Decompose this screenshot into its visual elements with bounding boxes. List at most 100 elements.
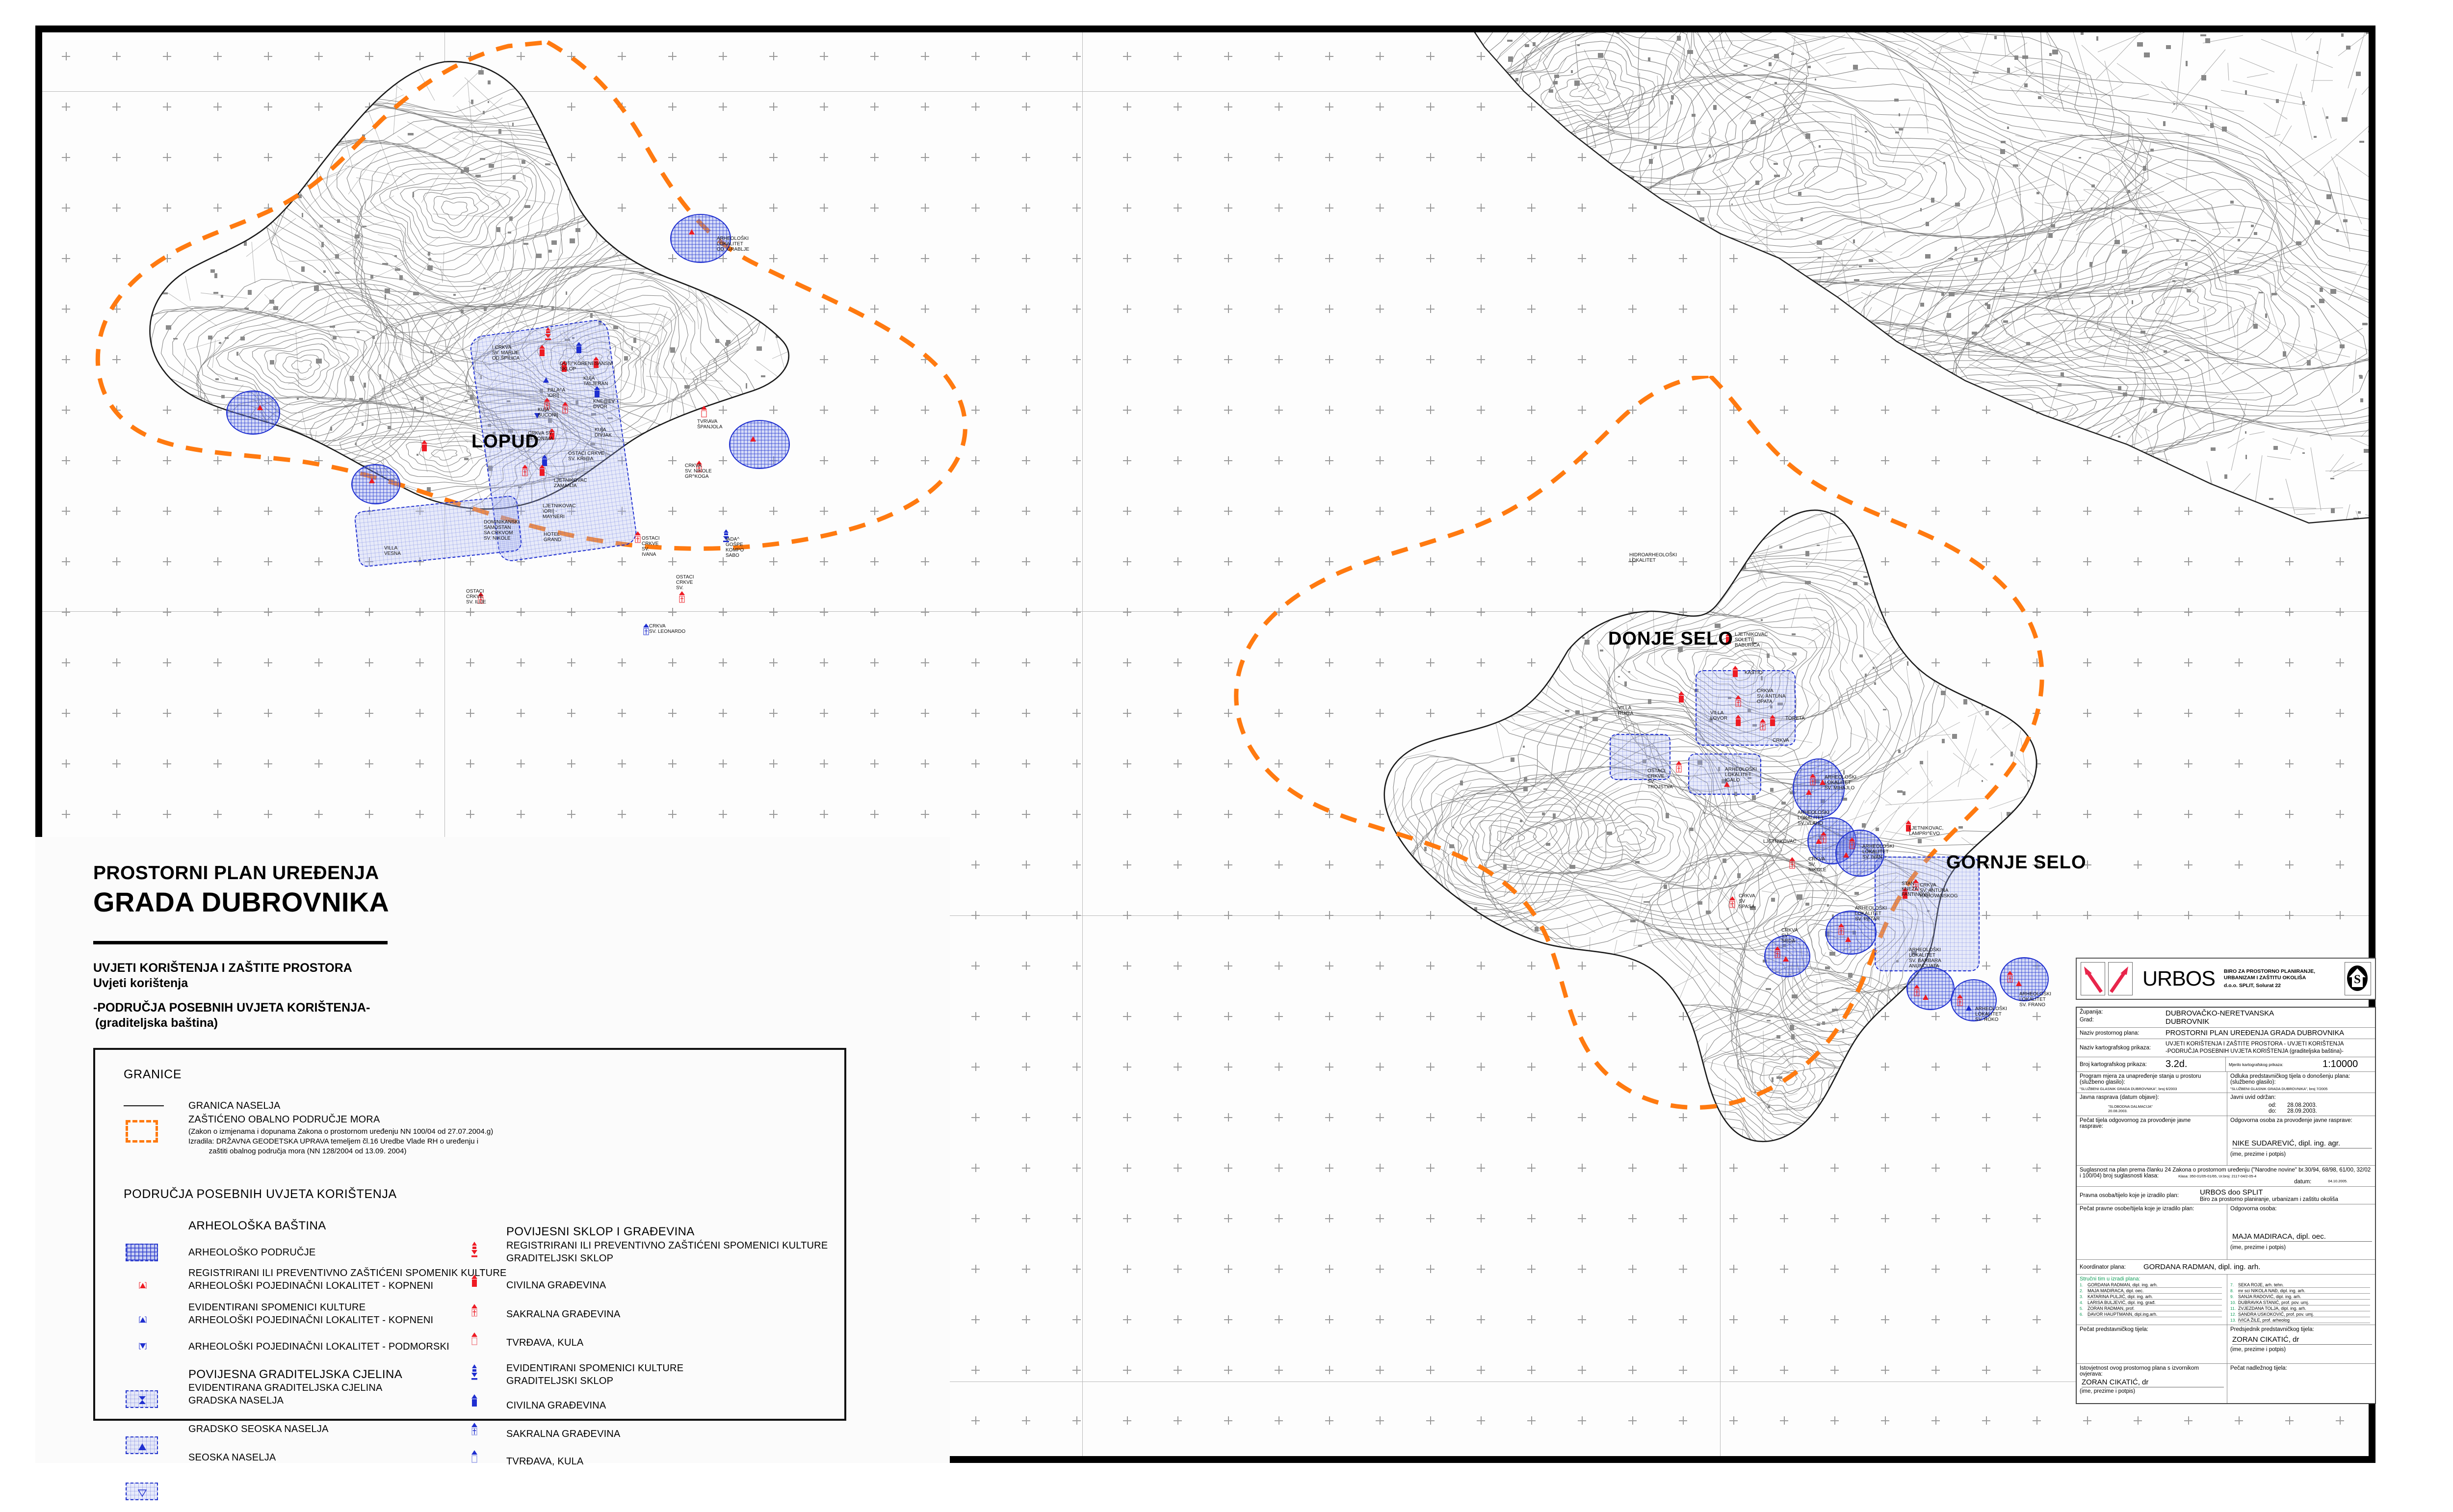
- map-symbol-sacral[interactable]: [476, 592, 485, 607]
- map-feature-label: CRKVA SV. JERONIMA: [528, 431, 553, 442]
- legend-arheoloski-lokalitet-podmorski: ARHEOLOŠKI POJEDINAČNI LOKALITET - PODMO…: [188, 1341, 449, 1352]
- table-row: Pravna osoba/tijelo koje je izradilo pla…: [2077, 1187, 2375, 1204]
- team-member-number: 11.: [2230, 1306, 2236, 1311]
- map-symbol-tri[interactable]: [1921, 993, 1930, 1004]
- team-member-row: 10. DUBRAVKA STANIĆ, prof. pov. umj.: [2230, 1300, 2372, 1305]
- map-symbol-tri[interactable]: [749, 435, 757, 446]
- map-symbol-civil[interactable]: [1904, 820, 1913, 835]
- map-symbol-tri[interactable]: [1842, 851, 1851, 862]
- map-canvas[interactable]: ARHEOLOŠKI LOKALITET OD. GRABLJE GOTI^KOR…: [42, 32, 2369, 1456]
- team-member-row: 5. ZORAN RADMAN, prof.: [2080, 1306, 2224, 1311]
- map-feature-label: \ADA^ GOŠPE KOMPO SABO: [726, 537, 744, 558]
- map-symbol-civil[interactable]: [1731, 665, 1740, 680]
- map-symbol-civil[interactable]: [540, 454, 549, 469]
- map-feature-label: I CRKVA SV. MARIJE OD ŠPILICA: [492, 345, 520, 361]
- map-symbol-civil[interactable]: [538, 464, 547, 479]
- map-symbol-tri[interactable]: [1818, 778, 1827, 789]
- settlement-area-donje-selo-west: [1610, 734, 1670, 780]
- swatch-registered-sacral-building: [469, 1303, 480, 1320]
- map-symbol-civil[interactable]: [538, 344, 547, 360]
- map-symbol-sacral[interactable]: [1848, 837, 1856, 852]
- map-symbol-civil[interactable]: [1724, 632, 1733, 647]
- map-symbol-civil[interactable]: [592, 356, 600, 371]
- swatch-recorded-sacral-building: [469, 1422, 480, 1439]
- map-symbol-civil[interactable]: [1901, 887, 1909, 902]
- map-symbol-sacral[interactable]: [1819, 831, 1828, 846]
- map-symbol-civil[interactable]: [593, 386, 601, 401]
- table-row: Program mjera za unapređenje stanja u pr…: [2077, 1072, 2375, 1093]
- map-symbol-sacral[interactable]: [1912, 984, 1921, 999]
- map-symbol-fort[interactable]: [700, 405, 708, 420]
- map-symbol-civil[interactable]: [548, 428, 556, 443]
- pecat-predstavnickog-label: Pečat predstavničkog tijela:: [2080, 1327, 2148, 1332]
- map-symbol-civil[interactable]: [1734, 714, 1743, 730]
- map-symbol-sacral[interactable]: [1773, 946, 1782, 961]
- map-symbol-sacral[interactable]: [1728, 896, 1737, 911]
- map-symbol-sacral[interactable]: [2006, 970, 2014, 986]
- map-symbol-triDown[interactable]: [533, 411, 542, 422]
- map-feature-label: CRKVA SV SPASA: [1739, 893, 1755, 910]
- map-symbol-sacral[interactable]: [1674, 760, 1683, 776]
- legend-section-povijesni-sklop: POVIJESNI SKLOP I GRAĐEVINA: [506, 1225, 695, 1238]
- map-symbol-sacral[interactable]: [1911, 879, 1920, 894]
- suglasnost-klasa: Klasa: 350-01/05-01/65, Ur.broj: 2117-04…: [2178, 1174, 2257, 1178]
- map-symbol-sacral[interactable]: [678, 591, 686, 606]
- team-member-name: SANDRA USKOKOVIĆ, prof. pov. umj.: [2238, 1312, 2370, 1317]
- potpis-note-4: (ime, prezime i potpis): [2080, 1388, 2136, 1394]
- map-symbol-complex[interactable]: [722, 529, 731, 546]
- plan-title-line-1: PROSTORNI PLAN UREĐENJA: [93, 862, 379, 884]
- team-member-number: 12.: [2230, 1312, 2236, 1317]
- team-member-row: 13. IVICA ŽILE, prof. arheolog: [2230, 1318, 2372, 1323]
- urbos-logo-bar: URBOS BIRO ZA PROSTORNO PLANIRANJE, URBA…: [2076, 958, 2376, 1000]
- map-symbol-civil[interactable]: [1768, 714, 1777, 730]
- map-symbol-civil[interactable]: [574, 341, 583, 357]
- map-symbol-tri[interactable]: [2014, 979, 2023, 991]
- suglasnost-datum-label: datum:: [2294, 1179, 2312, 1185]
- legend-registrirani-spomenici-header-r: REGISTRIRANI ILI PREVENTIVNO ZAŠTIĆENI S…: [506, 1240, 828, 1251]
- map-symbol-sacral[interactable]: [642, 623, 651, 638]
- legend-gradsko-seoska-naselja: GRADSKO SEOSKA NASELJA: [188, 1424, 329, 1434]
- map-feature-label: LJETNIKOVAC, LAMPRI^EVO: [1909, 826, 1944, 836]
- map-feature-label: LJETNIKOVAC: [1763, 839, 1797, 844]
- map-symbol-sacral[interactable]: [1837, 923, 1846, 938]
- map-symbol-sacral[interactable]: [1788, 857, 1797, 872]
- map-symbol-tri[interactable]: [1722, 780, 1731, 791]
- pecat-pravne-label: Pečat pravne osobe/tijela koje je izradi…: [2080, 1206, 2194, 1212]
- map-symbol-tri[interactable]: [687, 228, 696, 239]
- map-symbol-tri[interactable]: [1814, 837, 1823, 848]
- map-symbol-sacral[interactable]: [695, 460, 704, 475]
- map-symbol-tri[interactable]: [542, 376, 550, 387]
- map-feature-label: ARHEOLOŠKI LOKALITET OD. GRABLJE: [717, 236, 750, 252]
- map-symbol-civil[interactable]: [560, 360, 569, 375]
- map-symbol-sacral[interactable]: [1808, 773, 1817, 788]
- map-symbol-sacral[interactable]: [521, 464, 529, 479]
- table-row: Pečat predstavničkog tijela: Predsjednik…: [2077, 1325, 2375, 1364]
- map-symbol-tri[interactable]: [1804, 788, 1813, 799]
- map-symbol-sacral[interactable]: [1734, 695, 1743, 710]
- map-symbol-sacral[interactable]: [1956, 994, 1964, 1009]
- archaeological-zone: [670, 214, 731, 263]
- program-label-2: (službeno glasilo):: [2080, 1079, 2125, 1085]
- map-symbol-tri[interactable]: [256, 403, 264, 415]
- istovjetnost-label-1: Istovjetnost ovog prostornog plana s izv…: [2080, 1365, 2199, 1371]
- map-symbol-sacral[interactable]: [543, 397, 551, 413]
- map-symbol-civil[interactable]: [1677, 691, 1686, 706]
- map-symbol-complex[interactable]: [544, 327, 552, 344]
- table-row: Naziv kartografskog prikaza: UVJETI KORI…: [2077, 1039, 2375, 1057]
- map-symbol-tri[interactable]: [1844, 935, 1853, 946]
- map-feature-label: CRKVA SV. NIKOLE GR^KOGA: [685, 463, 712, 479]
- team-member-number: 7.: [2230, 1282, 2234, 1287]
- map-symbol-tri[interactable]: [1781, 955, 1790, 966]
- map-symbol-tri[interactable]: [367, 476, 376, 488]
- map-symbol-sacral[interactable]: [1758, 718, 1767, 733]
- pravna-osoba-value-2: Biro za prostorno planiranje, urbanizam …: [2200, 1197, 2338, 1202]
- map-symbol-sacral[interactable]: [561, 401, 570, 417]
- map-symbol-sacral[interactable]: [633, 531, 642, 546]
- map-symbol-civil[interactable]: [420, 440, 429, 455]
- swatch-recorded-archaeological-site-land: [137, 1315, 148, 1328]
- settlement-area-gornje-selo: [1875, 857, 1980, 971]
- archaeological-zone: [1793, 758, 1845, 818]
- map-symbol-tri[interactable]: [1964, 1004, 1973, 1015]
- archaeological-zone: [351, 464, 400, 504]
- javni-uvid-od-label: od:: [2269, 1102, 2276, 1108]
